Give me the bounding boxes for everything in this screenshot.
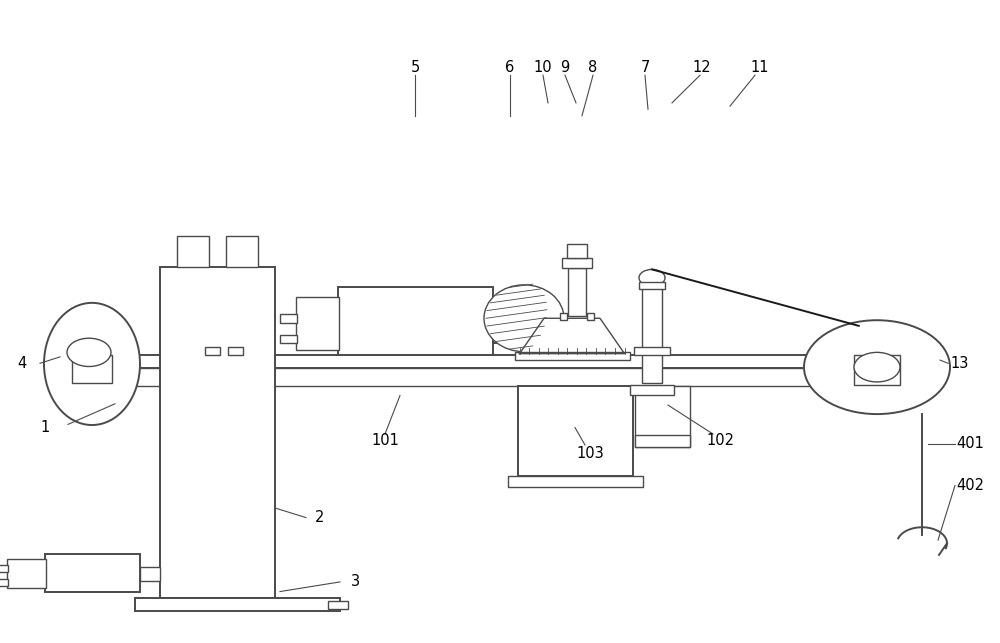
Bar — [514, 352, 630, 360]
Text: 11: 11 — [751, 60, 769, 75]
Bar — [567, 244, 587, 258]
Bar — [587, 313, 594, 320]
Bar — [639, 282, 665, 289]
Bar — [854, 355, 900, 385]
Bar — [115, 368, 925, 386]
Bar — [635, 386, 690, 447]
Bar — [75, 355, 935, 368]
Text: 12: 12 — [693, 60, 711, 75]
Bar — [280, 335, 297, 343]
Bar — [226, 236, 258, 267]
Bar — [560, 313, 567, 320]
Text: 101: 101 — [371, 433, 399, 448]
Circle shape — [639, 269, 665, 286]
Bar — [0, 565, 8, 572]
Bar — [634, 347, 670, 355]
Text: 3: 3 — [350, 574, 360, 590]
Text: 4: 4 — [17, 356, 27, 371]
Bar — [135, 598, 340, 611]
Text: 1: 1 — [40, 420, 50, 435]
Bar — [630, 385, 674, 395]
Text: 102: 102 — [706, 433, 734, 448]
Text: 8: 8 — [588, 60, 598, 75]
Circle shape — [67, 338, 111, 367]
Bar — [525, 315, 550, 334]
Bar — [562, 258, 592, 268]
Text: 401: 401 — [956, 436, 984, 451]
Circle shape — [854, 352, 900, 382]
Bar — [568, 268, 586, 316]
Text: 5: 5 — [410, 60, 420, 75]
Bar — [7, 559, 46, 588]
Bar — [0, 579, 8, 586]
Bar — [228, 347, 243, 355]
Bar — [140, 567, 160, 581]
Bar — [328, 601, 348, 609]
Bar — [518, 386, 633, 476]
Bar — [493, 300, 525, 343]
Text: 13: 13 — [951, 356, 969, 371]
Bar — [642, 285, 662, 383]
Text: 103: 103 — [576, 446, 604, 461]
Text: 6: 6 — [505, 60, 515, 75]
Bar — [338, 287, 493, 355]
Bar — [177, 236, 209, 267]
Text: 7: 7 — [640, 60, 650, 75]
Text: 2: 2 — [315, 510, 325, 525]
Bar — [296, 297, 339, 350]
Bar — [45, 554, 140, 592]
Bar — [205, 347, 220, 355]
Text: 9: 9 — [560, 60, 570, 75]
Text: 10: 10 — [534, 60, 552, 75]
Ellipse shape — [484, 285, 564, 352]
Bar — [160, 267, 275, 598]
Ellipse shape — [44, 303, 140, 425]
Bar — [635, 435, 690, 447]
Bar — [72, 355, 112, 383]
Bar — [508, 476, 643, 487]
Polygon shape — [520, 318, 624, 354]
Text: 402: 402 — [956, 478, 984, 493]
Bar — [280, 314, 297, 323]
Circle shape — [804, 320, 950, 414]
